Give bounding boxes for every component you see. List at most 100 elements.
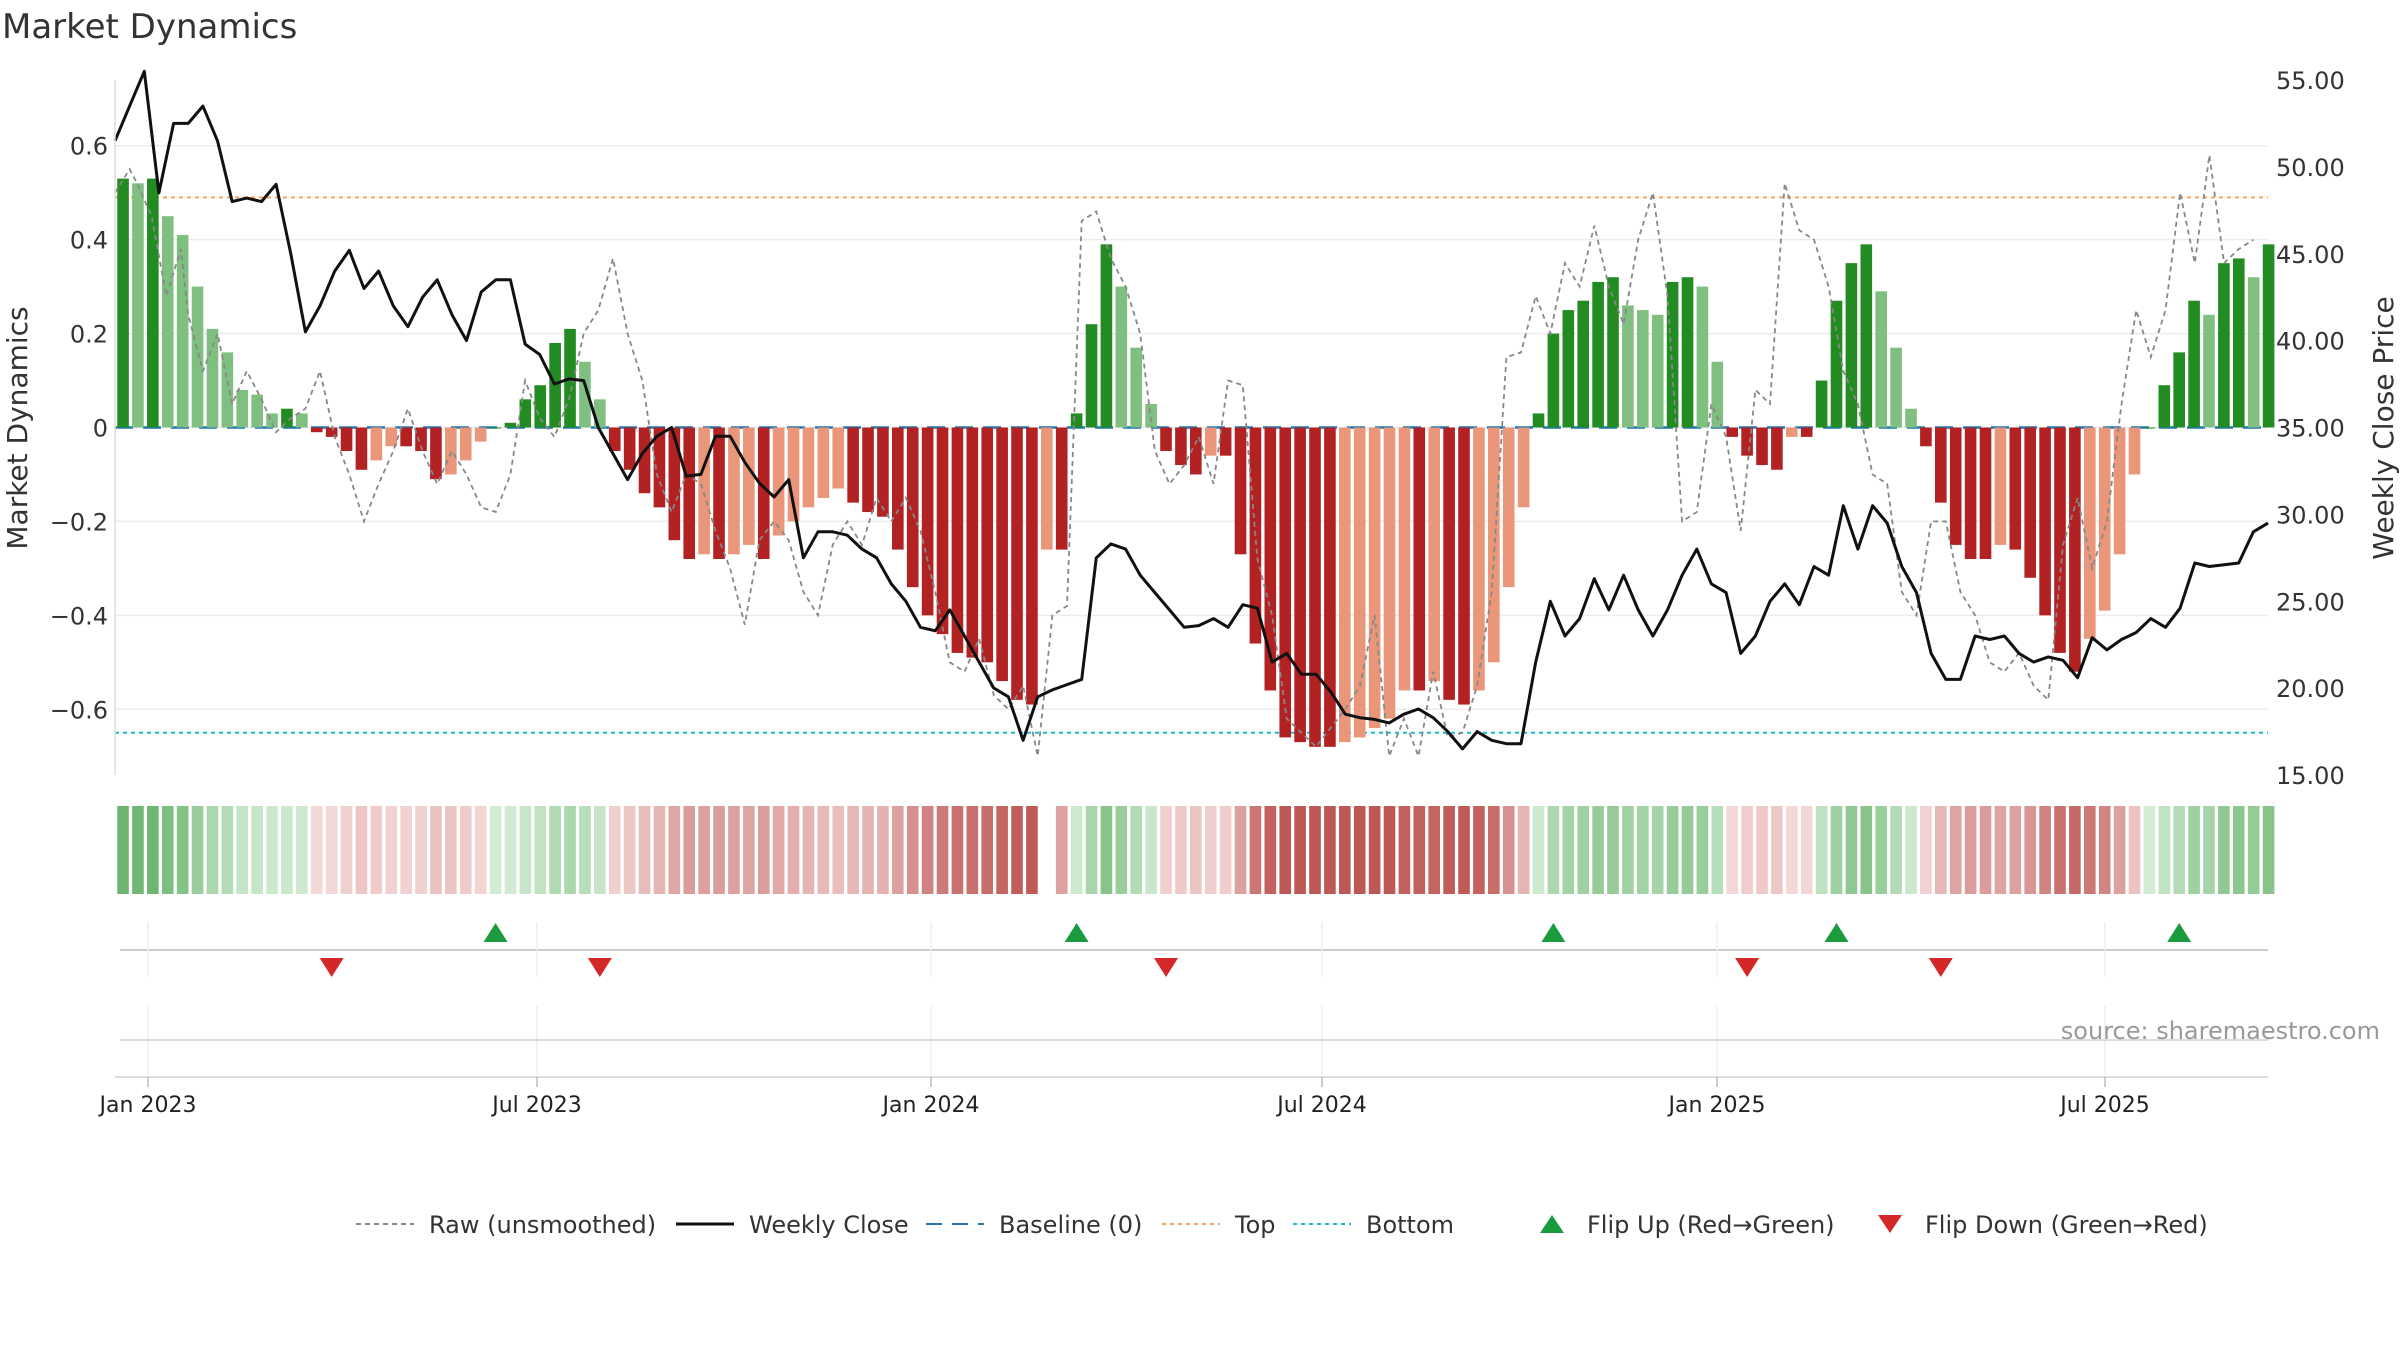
- regime-cell: [1204, 806, 1217, 894]
- momentum-bar: [1398, 427, 1411, 691]
- regime-cell: [1279, 806, 1292, 894]
- regime-cell: [1219, 806, 1232, 894]
- regime-cell: [1651, 806, 1664, 894]
- momentum-bar: [1085, 324, 1098, 428]
- y2-tick-label: 15.00: [2276, 762, 2345, 790]
- regime-cell: [400, 806, 412, 894]
- momentum-bar: [981, 427, 994, 663]
- regime-cell: [1726, 806, 1739, 894]
- x-tick-label: Jan 2024: [881, 1093, 980, 1118]
- regime-cell: [623, 806, 636, 894]
- y2-tick-label: 45.00: [2276, 241, 2345, 269]
- momentum-bar: [1577, 300, 1590, 428]
- regime-cell: [1771, 806, 1783, 894]
- regime-cell: [1949, 806, 1962, 894]
- regime-cell: [2143, 806, 2156, 894]
- momentum-bar: [2024, 427, 2037, 578]
- regime-cell: [1800, 806, 1813, 894]
- flip-down-marker: [1928, 958, 1953, 977]
- regime-cell: [2247, 806, 2260, 894]
- regime-cell: [355, 806, 368, 894]
- momentum-bar: [1711, 361, 1724, 428]
- regime-cell: [1234, 806, 1247, 894]
- momentum-bar: [161, 216, 174, 428]
- momentum-bar: [2218, 263, 2230, 428]
- x-axis: Jan 2023 Jul 2023 Jan 2024 Jul 2024 Jan 2025…: [98, 1076, 2268, 1118]
- momentum-bar: [1830, 300, 1843, 428]
- regime-cell: [251, 806, 263, 894]
- momentum-bar: [1949, 427, 1962, 545]
- regime-cell: [1964, 806, 1977, 894]
- legend-item: Bottom: [1293, 1211, 1454, 1239]
- regime-cell: [2024, 806, 2037, 894]
- regime-cell: [862, 806, 874, 894]
- regime-cell: [1815, 806, 1828, 894]
- regime-cell: [1294, 806, 1306, 894]
- regime-cell: [221, 806, 234, 894]
- momentum-bar: [638, 427, 651, 494]
- regime-cell: [1607, 806, 1619, 894]
- momentum-bar: [877, 427, 889, 517]
- flip-up-marker: [483, 923, 508, 942]
- legend-label: Baseline (0): [999, 1211, 1142, 1239]
- regime-strip: [117, 806, 2275, 894]
- momentum-bar: [2143, 427, 2156, 429]
- regime-cell: [415, 806, 427, 894]
- regime-cell: [266, 806, 278, 894]
- regime-cell: [743, 806, 755, 894]
- momentum-bar: [1100, 244, 1113, 428]
- regime-cell: [1979, 806, 1992, 894]
- regime-cell: [1383, 806, 1396, 894]
- momentum-bar: [1622, 305, 1634, 428]
- regime-cell: [1488, 806, 1500, 894]
- regime-cell: [340, 806, 353, 894]
- y2-tick-label: 50.00: [2276, 154, 2345, 182]
- momentum-bar: [1070, 413, 1083, 428]
- momentum-bar: [1443, 427, 1455, 700]
- regime-cell: [1145, 806, 1157, 894]
- x-tick-label: Jan 2023: [98, 1093, 197, 1118]
- y-tick-label: 0.4: [70, 227, 108, 255]
- regime-cell: [757, 806, 770, 894]
- regime-cell: [2054, 806, 2066, 894]
- momentum-bar: [191, 286, 204, 428]
- regime-cell: [445, 806, 457, 894]
- momentum-bar: [325, 427, 338, 437]
- momentum-bar: [1309, 427, 1321, 747]
- momentum-bar: [847, 427, 859, 503]
- momentum-bar: [1145, 404, 1157, 428]
- momentum-bar: [1473, 427, 1485, 691]
- momentum-bar: [772, 427, 785, 536]
- momentum-bar: [728, 427, 740, 555]
- legend-label: Top: [1234, 1211, 1276, 1239]
- regime-cell: [951, 806, 964, 894]
- regime-cell: [370, 806, 383, 894]
- flip-down-marker: [319, 958, 344, 977]
- regime-cell: [161, 806, 174, 894]
- y2-tick-label: 25.00: [2276, 588, 2345, 616]
- momentum-bar: [132, 183, 144, 428]
- momentum-bar: [474, 427, 487, 442]
- momentum-bar: [1234, 427, 1247, 555]
- regime-cell: [534, 806, 547, 894]
- regime-cell: [1413, 806, 1426, 894]
- legend-item: Baseline (0): [926, 1211, 1142, 1239]
- flip-up-marker: [2167, 923, 2192, 942]
- momentum-bar: [310, 427, 323, 433]
- momentum-bar: [1130, 347, 1143, 428]
- momentum-bar: [1458, 427, 1470, 705]
- regime-cell: [1666, 806, 1679, 894]
- momentum-bar: [802, 427, 815, 508]
- legend-label: Bottom: [1366, 1211, 1454, 1239]
- momentum-bar: [2098, 427, 2111, 611]
- regime-cell: [1026, 806, 1038, 894]
- regime-cell: [147, 806, 159, 894]
- momentum-bar: [236, 389, 249, 428]
- momentum-bar: [221, 352, 234, 428]
- momentum-bar: [2188, 300, 2200, 428]
- momentum-bar: [2203, 314, 2215, 428]
- regime-cell: [1532, 806, 1545, 894]
- momentum-bar: [1190, 427, 1202, 475]
- y-tick-label: 0.2: [70, 321, 108, 349]
